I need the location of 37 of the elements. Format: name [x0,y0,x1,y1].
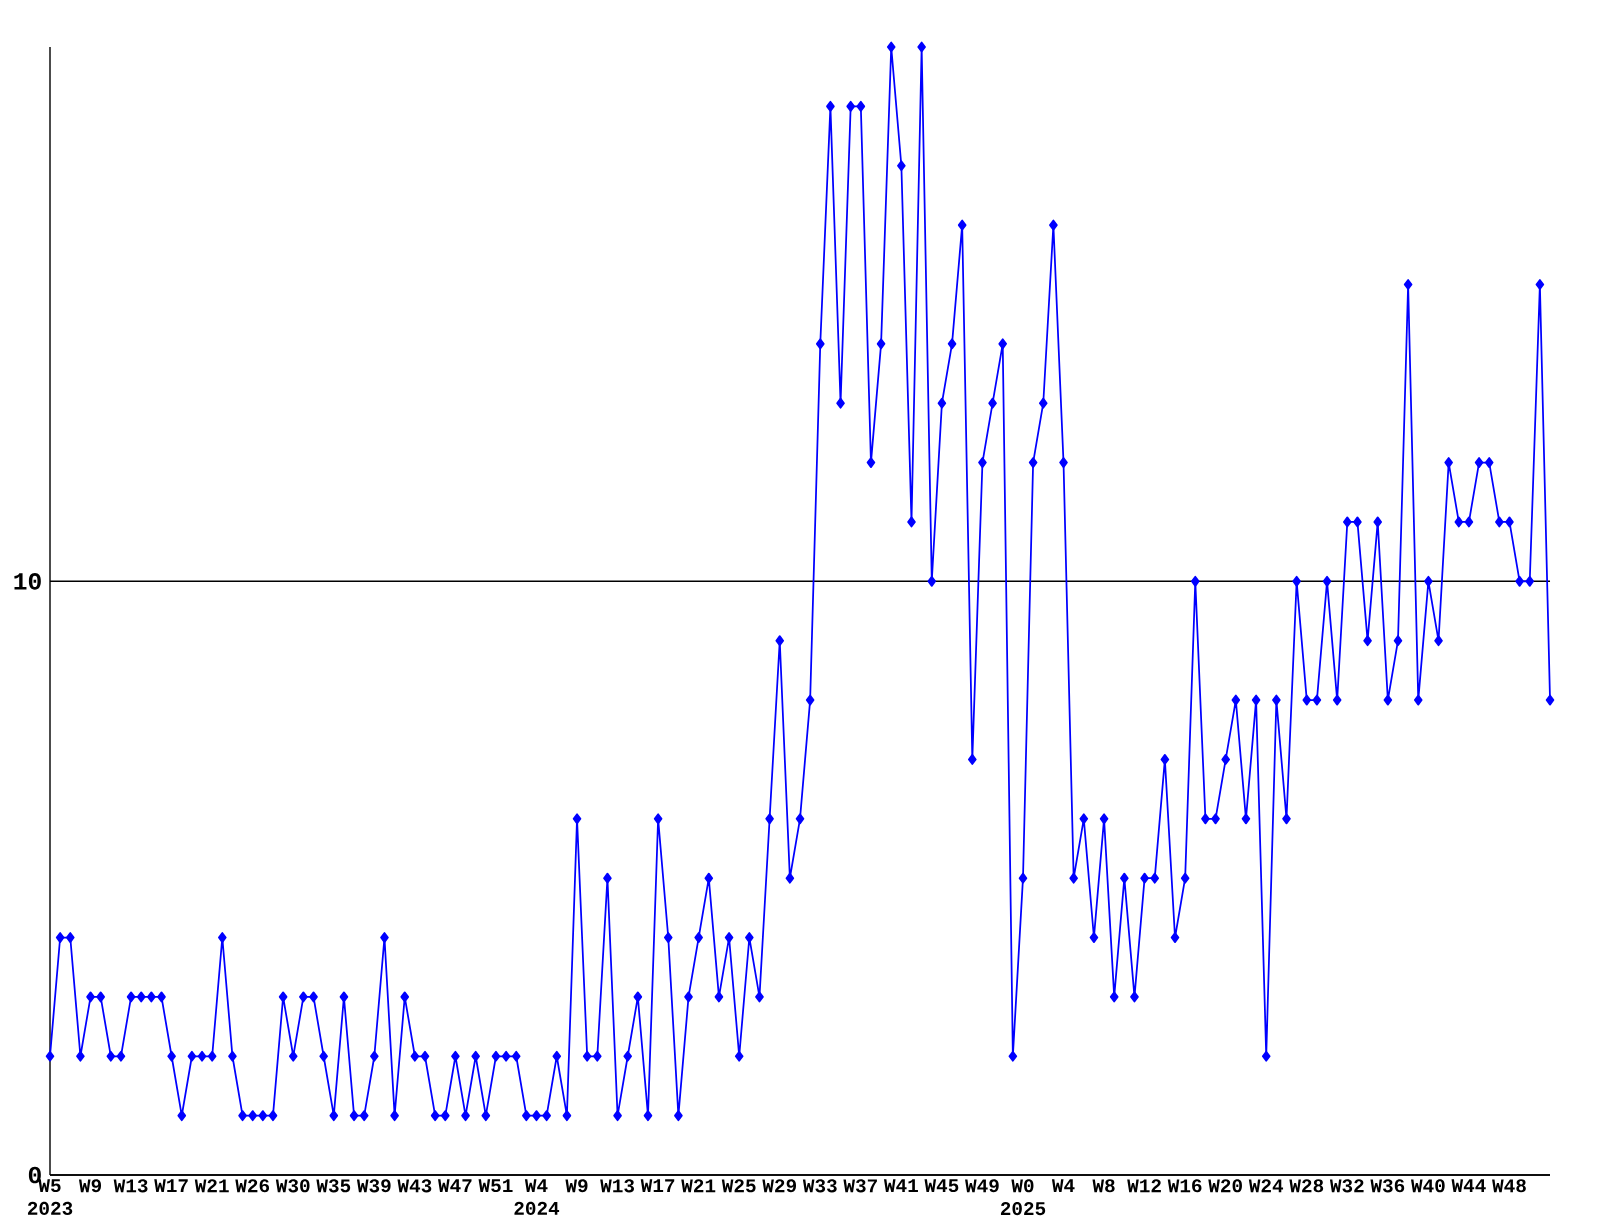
x-tick-label: W24 [1248,1179,1284,1193]
x-tick-label: W44 [1451,1179,1486,1193]
x-tick-label: W51 [478,1179,513,1193]
x-tick-label: W9 [565,1179,588,1193]
x-tick-label: W47 [438,1179,472,1193]
x-tick-label: W48 [1492,1179,1526,1193]
x-tick-label: W35 [316,1179,351,1193]
x-tick-label: W20 [1208,1179,1242,1193]
x-tick-label: W41 [883,1179,918,1193]
x-tick-label: W12 [1127,1179,1161,1193]
x-tick-label: W16 [1167,1179,1202,1193]
x-tick-label: W43 [397,1179,432,1193]
y-tick-label: 10 [14,573,41,590]
x-tick-label: W21 [194,1179,229,1193]
x-tick-label: W33 [802,1179,837,1193]
x-tick-label: W37 [843,1179,877,1193]
x-tick-label: W32 [1329,1179,1364,1193]
x-tick-label: W17 [640,1179,675,1193]
x-tick-label: W25 [721,1179,756,1193]
x-tick-label: W9 [78,1179,102,1193]
x-tick-label: W0 2025 [1000,1179,1046,1216]
x-tick-label: W17 [154,1179,188,1193]
x-tick-label: W40 [1411,1179,1445,1193]
x-tick-label: W45 [924,1179,959,1193]
x-tick-label: W21 [681,1179,716,1193]
x-tick-label: W4 2024 [514,1179,560,1216]
x-tick-label: W4 [1051,1179,1075,1193]
x-tick-label: W29 [762,1179,797,1193]
x-tick-label: W13 [113,1179,148,1193]
x-tick-label: W28 [1289,1179,1324,1193]
x-tick-label: W26 [235,1179,270,1193]
x-tick-label: W8 [1092,1179,1115,1193]
x-tick-label: W49 [965,1179,999,1193]
x-tick-label: W13 [600,1179,635,1193]
x-tick-label: W39 [356,1179,391,1193]
x-tick-label: W36 [1370,1179,1405,1193]
x-tick-label: W30 [275,1179,310,1193]
